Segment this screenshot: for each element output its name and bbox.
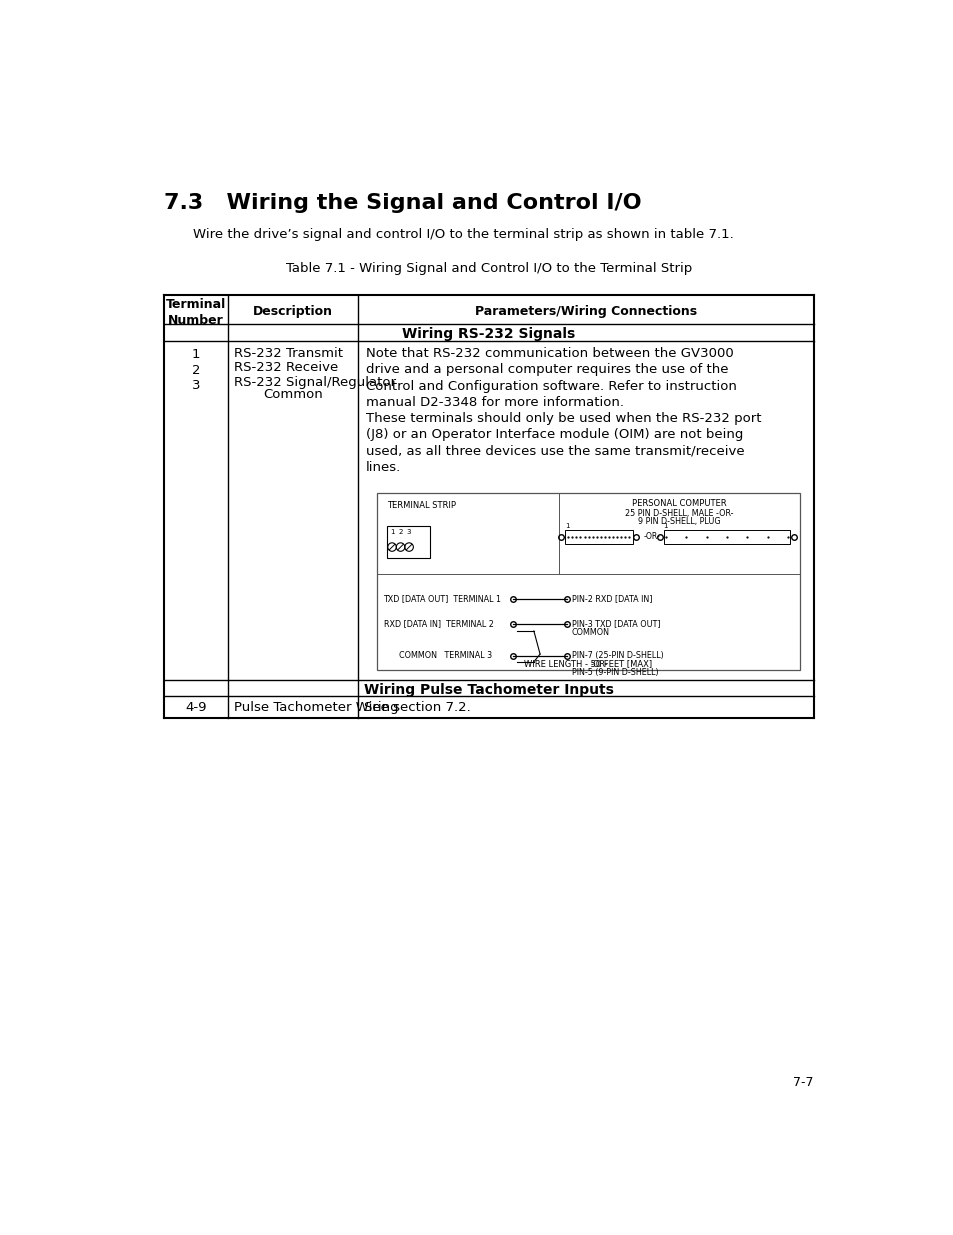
Text: Note that RS-232 communication between the GV3000
drive and a personal computer : Note that RS-232 communication between t…	[365, 347, 736, 409]
Text: RXD [DATA IN]  TERMINAL 2: RXD [DATA IN] TERMINAL 2	[383, 619, 493, 627]
Text: RS-232 Transmit: RS-232 Transmit	[233, 347, 342, 359]
Text: TXD [DATA OUT]  TERMINAL 1: TXD [DATA OUT] TERMINAL 1	[383, 594, 501, 603]
Text: Description: Description	[253, 305, 333, 317]
Text: Wire the drive’s signal and control I/O to the terminal strip as shown in table : Wire the drive’s signal and control I/O …	[193, 228, 733, 241]
Bar	[386, 526, 430, 558]
Text: See section 7.2.: See section 7.2.	[364, 701, 471, 714]
Text: Terminal
Number: Terminal Number	[166, 299, 226, 327]
Text: Wiring Pulse Tachometer Inputs: Wiring Pulse Tachometer Inputs	[364, 683, 613, 697]
Text: 4-9: 4-9	[185, 701, 207, 714]
Text: 1: 1	[390, 529, 394, 535]
Text: 25 PIN D-SHELL, MALE -OR-: 25 PIN D-SHELL, MALE -OR-	[624, 509, 733, 517]
Text: WIRE LENGTH - 50 FEET [MAX]: WIRE LENGTH - 50 FEET [MAX]	[524, 658, 652, 668]
Text: 2: 2	[192, 364, 200, 377]
Text: TERMINAL STRIP: TERMINAL STRIP	[386, 501, 456, 510]
Text: 1: 1	[663, 522, 667, 529]
Text: RS-232 Receive: RS-232 Receive	[233, 362, 338, 374]
Text: Common: Common	[263, 389, 322, 401]
Text: PIN-7 (25-PIN D-SHELL): PIN-7 (25-PIN D-SHELL)	[571, 651, 663, 659]
Text: PIN-3 TXD [DATA OUT]: PIN-3 TXD [DATA OUT]	[571, 619, 659, 627]
Text: 1: 1	[192, 348, 200, 362]
Text: Pulse Tachometer Wiring: Pulse Tachometer Wiring	[233, 701, 398, 714]
Text: Parameters/Wiring Connections: Parameters/Wiring Connections	[475, 305, 696, 317]
Bar	[377, 493, 799, 671]
Text: 7-7: 7-7	[792, 1076, 813, 1089]
Text: -OR-: -OR-	[642, 531, 659, 541]
Bar	[564, 530, 632, 543]
Text: COMMON: COMMON	[571, 627, 609, 637]
Bar	[663, 530, 790, 543]
Text: These terminals should only be used when the RS-232 port
(J8) or an Operator Int: These terminals should only be used when…	[365, 411, 760, 474]
Text: PIN-2 RXD [DATA IN]: PIN-2 RXD [DATA IN]	[571, 594, 652, 603]
Text: 2: 2	[398, 529, 402, 535]
Text: 3: 3	[192, 379, 200, 393]
Text: Wiring RS-232 Signals: Wiring RS-232 Signals	[402, 327, 575, 341]
Text: 3: 3	[406, 529, 411, 535]
Text: PERSONAL COMPUTER: PERSONAL COMPUTER	[631, 499, 726, 509]
Text: COMMON   TERMINAL 3: COMMON TERMINAL 3	[398, 651, 492, 659]
Text: 9 PIN D-SHELL, PLUG: 9 PIN D-SHELL, PLUG	[638, 517, 720, 526]
Text: -OR-: -OR-	[590, 661, 607, 669]
Text: RS-232 Signal/Regulator: RS-232 Signal/Regulator	[233, 377, 395, 389]
Text: 1: 1	[564, 522, 569, 529]
Text: 7.3   Wiring the Signal and Control I/O: 7.3 Wiring the Signal and Control I/O	[164, 193, 641, 212]
Text: Table 7.1 - Wiring Signal and Control I/O to the Terminal Strip: Table 7.1 - Wiring Signal and Control I/…	[286, 262, 691, 275]
Text: PIN-5 (9-PIN D-SHELL): PIN-5 (9-PIN D-SHELL)	[571, 668, 658, 677]
